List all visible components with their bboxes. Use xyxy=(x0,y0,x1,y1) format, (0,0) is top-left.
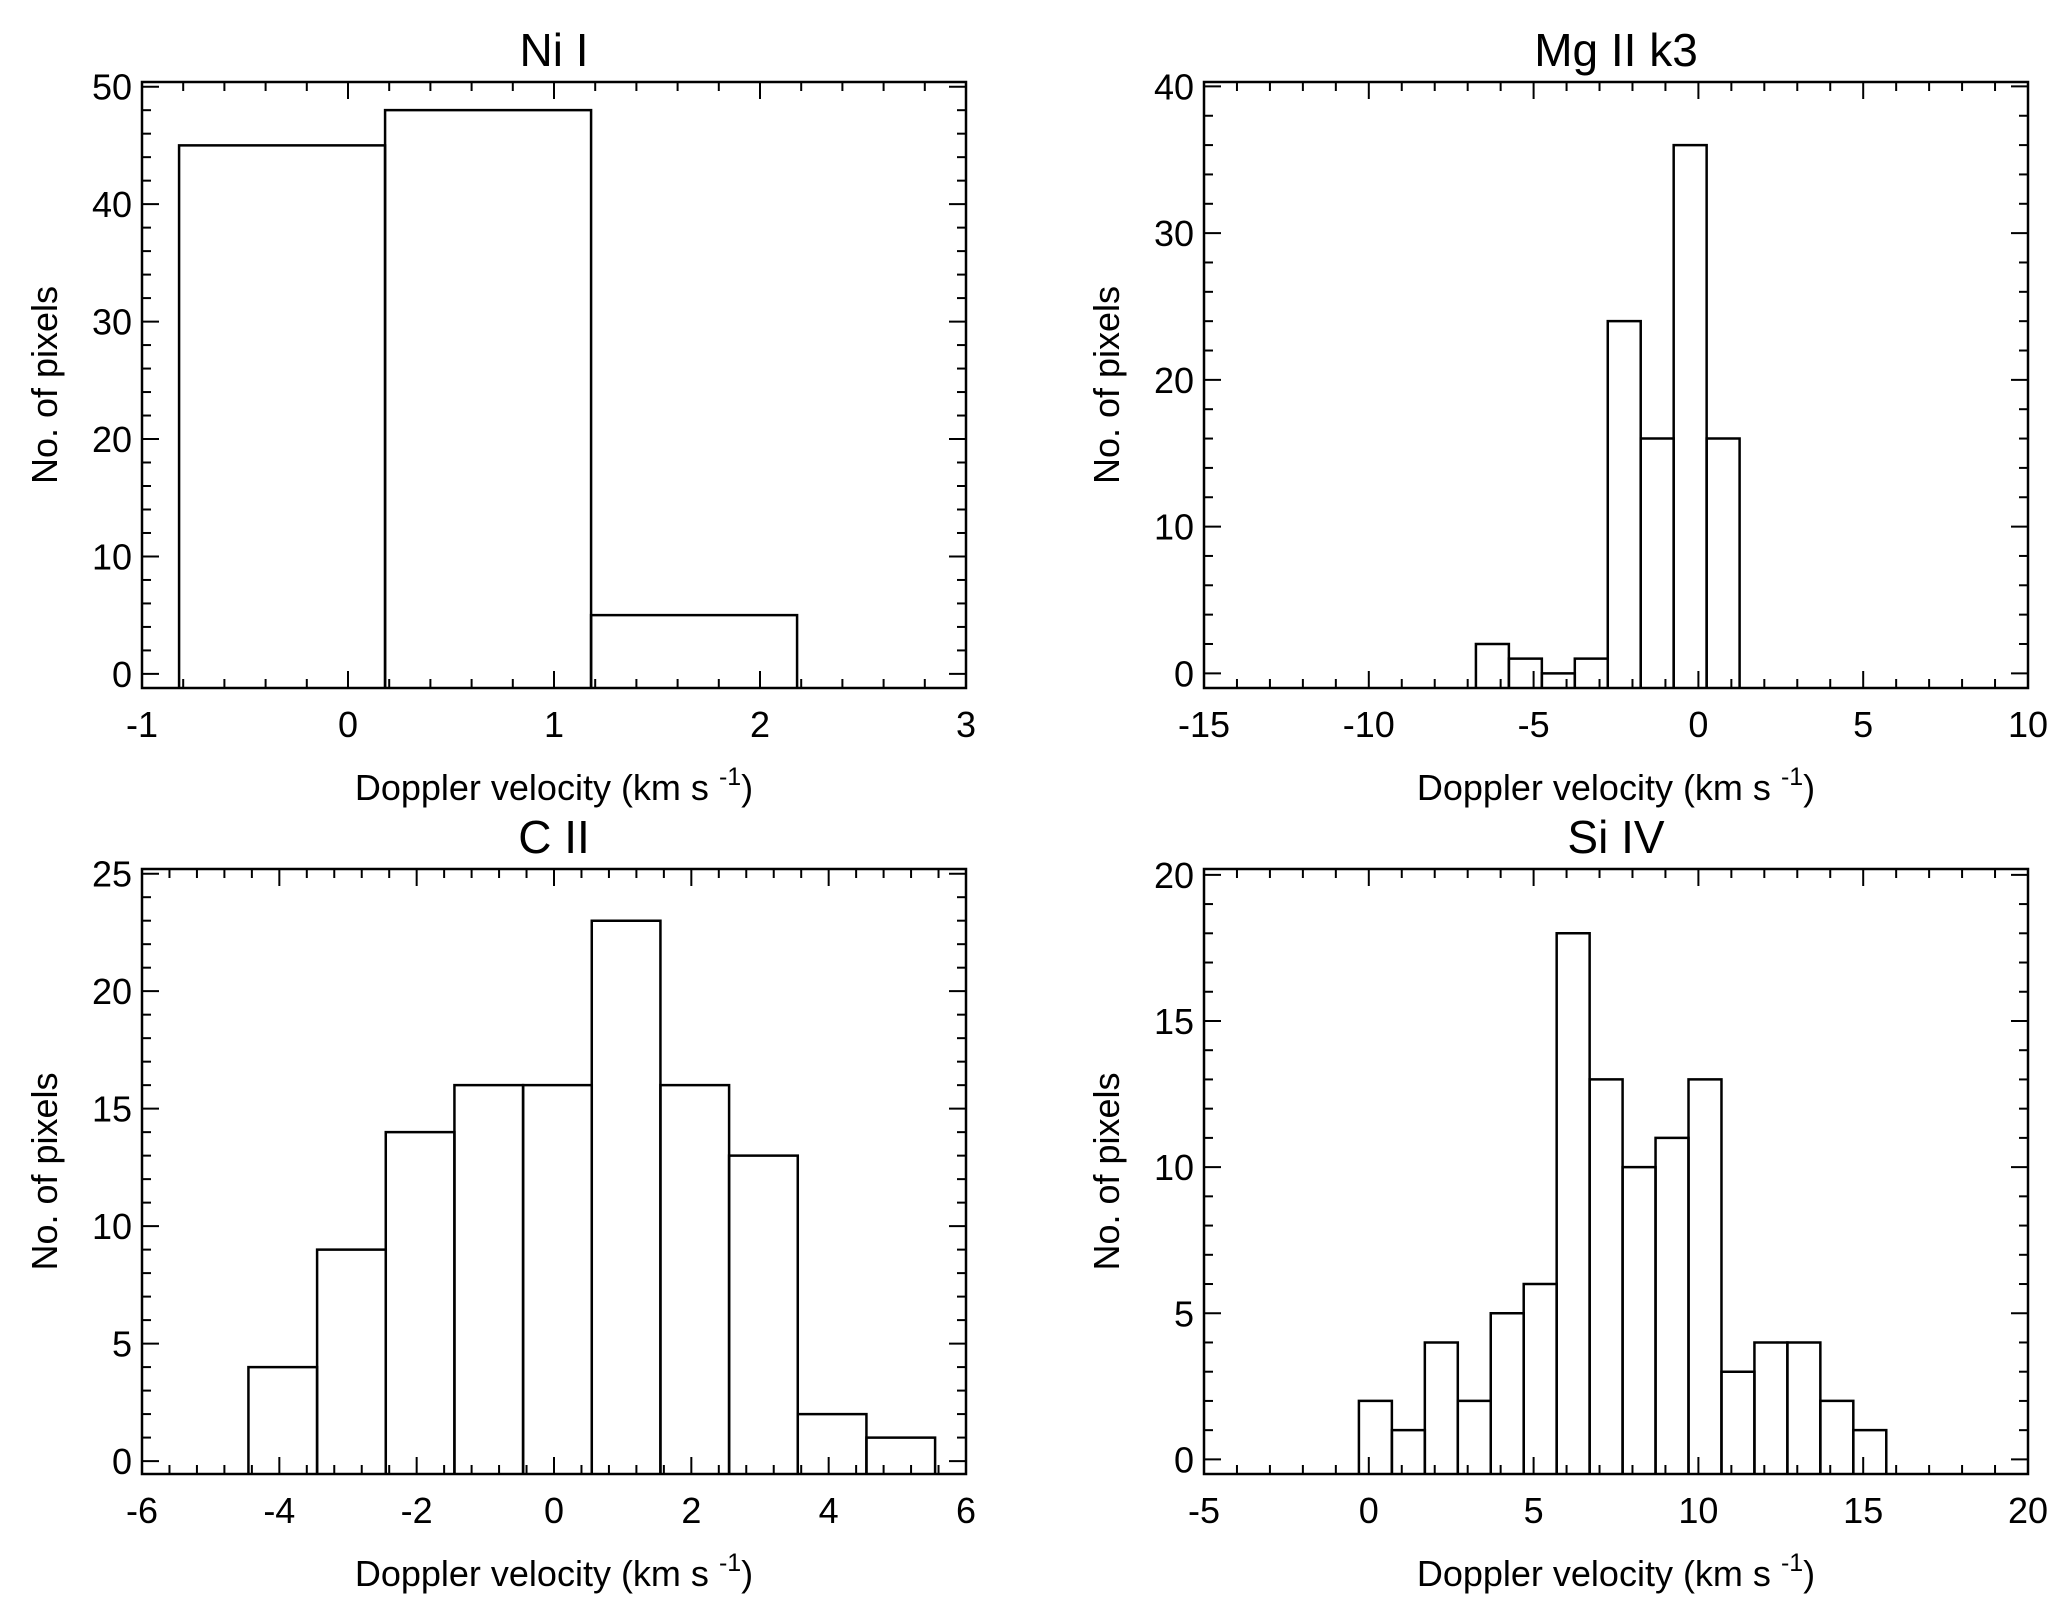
y-tick-label: 10 xyxy=(1154,1147,1194,1188)
y-axis-label: No. of pixels xyxy=(1086,286,1127,484)
x-tick-label: 6 xyxy=(956,1490,976,1531)
plot-frame xyxy=(1202,80,2030,690)
histogram-bin xyxy=(589,613,799,688)
histogram-bin xyxy=(1687,1078,1723,1474)
panel-mg2k3: Mg II k3 -15 -10 -5 0 5 10 0 10 20 30 40 Doppler vel… xyxy=(1086,24,2048,808)
plot-frame xyxy=(1202,867,2030,1476)
x-tick-label: 5 xyxy=(1524,1490,1544,1531)
x-axis-label: Doppler velocity (km s -1) xyxy=(355,763,753,808)
x-axis-label-text: Doppler velocity (km s xyxy=(355,1553,719,1594)
y-tick-label: 10 xyxy=(1154,507,1194,548)
histogram-bin xyxy=(865,1436,937,1474)
y-tick-label: 0 xyxy=(1174,1439,1194,1480)
y-tick-label: 20 xyxy=(1154,360,1194,401)
y-tick-label: 30 xyxy=(92,302,132,343)
chart-title: Si IV xyxy=(1567,811,1664,863)
histogram-bin xyxy=(1705,437,1741,688)
x-tick-label: 10 xyxy=(2008,704,2048,745)
x-axis-label: Doppler velocity (km s -1) xyxy=(1417,1549,1815,1594)
y-tick-label: 40 xyxy=(1154,66,1194,107)
chart-title: Mg II k3 xyxy=(1534,24,1698,76)
x-axis-label-exponent: -1 xyxy=(1781,763,1803,791)
histogram-bin xyxy=(1852,1428,1888,1474)
x-tick-label: -2 xyxy=(401,1490,433,1531)
x-tick-label: 2 xyxy=(681,1490,701,1531)
histogram-bin xyxy=(1672,143,1708,688)
x-axis-label-close: ) xyxy=(741,767,753,808)
x-tick-label: 0 xyxy=(1688,704,1708,745)
y-tick-label: 40 xyxy=(92,184,132,225)
x-tick-label: 0 xyxy=(1359,1490,1379,1531)
y-tick-label: 20 xyxy=(92,971,132,1012)
y-tick-label: 0 xyxy=(112,1441,132,1482)
x-tick-label: 15 xyxy=(1843,1490,1883,1531)
y-tick-label: 0 xyxy=(112,654,132,695)
histogram-series xyxy=(1357,932,1888,1474)
x-axis-label-close: ) xyxy=(741,1553,753,1594)
x-axis-label: Doppler velocity (km s -1) xyxy=(1417,763,1815,808)
y-tick-label: 10 xyxy=(92,1206,132,1247)
x-axis-label-exponent: -1 xyxy=(719,1549,741,1577)
x-axis-label-exponent: -1 xyxy=(1781,1549,1803,1577)
panel-si4: Si IV -5 0 5 10 15 20 0 5 10 15 20 Doppler velocity … xyxy=(1086,811,2048,1594)
y-tick-label: 20 xyxy=(1154,855,1194,896)
x-tick-label: -1 xyxy=(126,704,158,745)
x-tick-label: 4 xyxy=(819,1490,839,1531)
x-tick-label: 20 xyxy=(2008,1490,2048,1531)
chart-title: Ni I xyxy=(520,24,589,76)
x-axis-label-close: ) xyxy=(1803,767,1815,808)
y-tick-label: 15 xyxy=(92,1089,132,1130)
x-axis-label-text: Doppler velocity (km s xyxy=(1417,1553,1781,1594)
x-axis-label-text: Doppler velocity (km s xyxy=(1417,767,1781,808)
y-tick-label: 10 xyxy=(92,536,132,577)
y-axis-label: No. of pixels xyxy=(24,286,65,484)
x-tick-label: 1 xyxy=(544,704,564,745)
y-axis-label: No. of pixels xyxy=(24,1072,65,1270)
histogram-bin xyxy=(727,1154,800,1474)
x-tick-label: -6 xyxy=(126,1490,158,1531)
x-tick-label: -15 xyxy=(1178,704,1230,745)
y-tick-label: 25 xyxy=(92,854,132,895)
x-tick-label: 10 xyxy=(1678,1490,1718,1531)
x-tick-label: -5 xyxy=(1188,1490,1220,1531)
y-tick-label: 5 xyxy=(112,1324,132,1365)
histogram-series xyxy=(247,919,937,1474)
y-tick-label: 20 xyxy=(92,419,132,460)
x-axis-label-text: Doppler velocity (km s xyxy=(355,767,719,808)
x-tick-label: -10 xyxy=(1343,704,1395,745)
x-tick-label: -5 xyxy=(1518,704,1550,745)
x-axis-label: Doppler velocity (km s -1) xyxy=(355,1549,753,1594)
x-tick-label: 3 xyxy=(956,704,976,745)
x-tick-label: 0 xyxy=(338,704,358,745)
x-tick-label: -4 xyxy=(263,1490,295,1531)
chart-title: C II xyxy=(518,811,590,863)
x-axis-label-exponent: -1 xyxy=(719,763,741,791)
x-axis-label-close: ) xyxy=(1803,1553,1815,1594)
x-tick-label: 0 xyxy=(544,1490,564,1531)
histogram-series xyxy=(1474,143,1741,688)
y-tick-label: 50 xyxy=(92,67,132,108)
panel-c2: C II -6 -4 -2 0 2 4 6 0 5 10 15 20 25 Doppler velocity… xyxy=(24,811,976,1594)
y-tick-label: 0 xyxy=(1174,653,1194,694)
y-tick-label: 5 xyxy=(1174,1293,1194,1334)
y-tick-label: 30 xyxy=(1154,213,1194,254)
x-tick-label: 5 xyxy=(1853,704,1873,745)
y-tick-label: 15 xyxy=(1154,1001,1194,1042)
histogram-series xyxy=(177,108,799,688)
x-tick-label: 2 xyxy=(750,704,770,745)
y-axis-label: No. of pixels xyxy=(1086,1072,1127,1270)
histogram-bin xyxy=(383,108,593,688)
